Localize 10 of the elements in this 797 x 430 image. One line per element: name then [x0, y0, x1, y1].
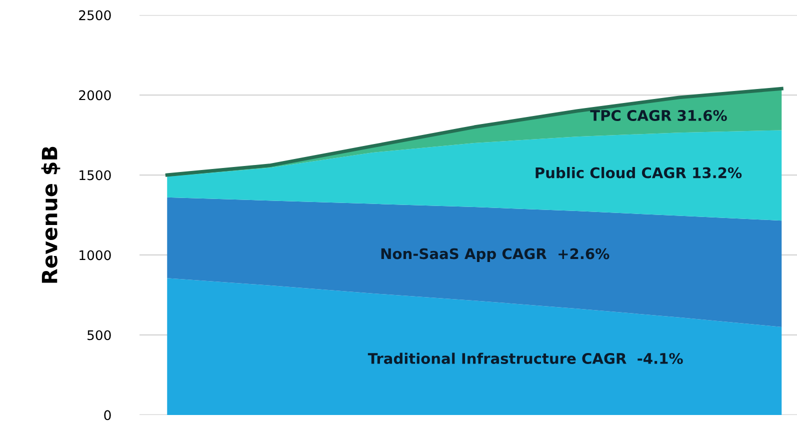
y-tick-label: 500 [88, 330, 111, 340]
series-label: Non-SaaS App CAGR +2.6% [381, 248, 610, 262]
y-tick-label: 0 [104, 410, 111, 420]
y-axis-title: Revenue $B [41, 146, 60, 283]
series-label: Public Cloud CAGR 13.2% [536, 166, 742, 178]
y-tick-label: 1500 [80, 170, 111, 180]
y-tick-label: 2500 [79, 10, 111, 20]
y-tick-label: 1000 [80, 250, 111, 260]
series-label: TPC CAGR 31.6% [590, 110, 727, 122]
y-tick-label: 2000 [79, 90, 111, 100]
